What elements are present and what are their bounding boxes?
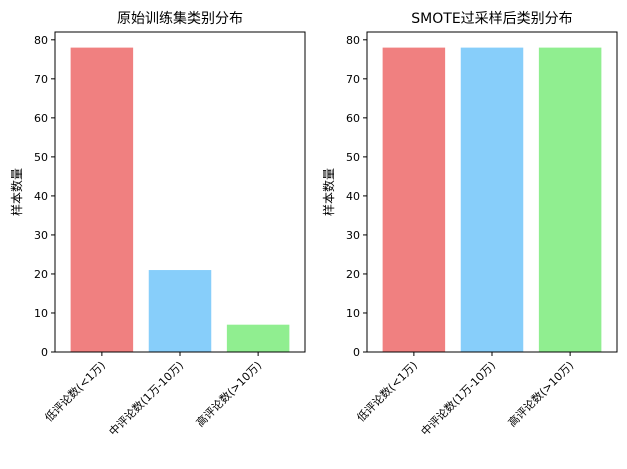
y-tick-label: 0: [41, 346, 48, 359]
bar-1: [70, 47, 134, 353]
x-tick-label: 高评论数(>10万): [505, 358, 576, 429]
chart-2: 0 10 20 30 40 50 60 70 80 低评论数(<1万)中评论数(1万-10万) 高评…: [321, 11, 618, 439]
chart-title: SMOTE过采样后类别分布: [411, 11, 572, 27]
bar-1: [382, 47, 446, 353]
y-axis-label: 样本数量: [321, 168, 336, 216]
bar-3: [226, 324, 290, 352]
chart-1: 0 10 20 30 40 50 60 70 80 低评论数(<1万)中评论数(1万-10万) 高评…: [9, 10, 306, 439]
x-tick-label: 低评论数(<1万): [354, 358, 420, 424]
y-tick-label: 60: [346, 112, 360, 125]
x-tick-label: 中评论数(1万-10万): [106, 358, 186, 438]
y-tick-label: 40: [34, 190, 48, 203]
y-tick-label: 80: [34, 34, 48, 47]
y-tick-label: 30: [34, 229, 48, 242]
chart-title: 原始训练集类别分布: [117, 10, 243, 27]
x-tick-label: 低评论数(<1万): [42, 358, 108, 424]
y-tick-label: 10: [34, 307, 48, 320]
y-tick-label: 0: [353, 346, 360, 359]
y-tick-label: 20: [34, 268, 48, 281]
y-tick-label: 10: [346, 307, 360, 320]
bar-2: [460, 47, 524, 353]
y-tick-label: 60: [34, 112, 48, 125]
y-tick-label: 50: [346, 151, 360, 164]
y-tick-label: 70: [34, 73, 48, 86]
x-tick-label: 高评论数(>10万): [193, 358, 264, 429]
y-tick-label: 40: [346, 190, 360, 203]
x-tick-label: 中评论数(1万-10万): [418, 358, 498, 438]
y-axis-label: 样本数量: [9, 168, 24, 216]
y-tick-label: 20: [346, 268, 360, 281]
y-tick-label: 50: [34, 151, 48, 164]
bar-2: [148, 270, 212, 352]
y-tick-label: 70: [346, 73, 360, 86]
bar-3: [538, 47, 602, 353]
y-tick-label: 30: [346, 229, 360, 242]
y-tick-label: 80: [346, 34, 360, 47]
